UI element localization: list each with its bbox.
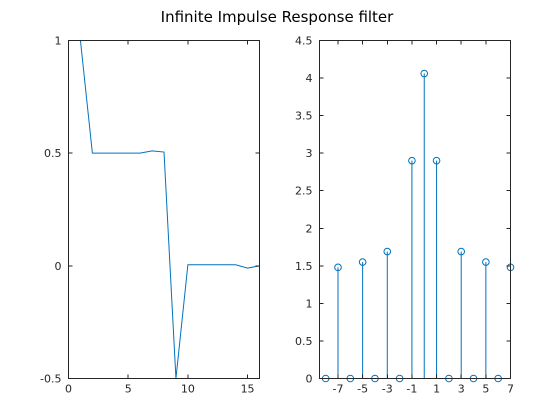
left-x-tick-label: 0 <box>65 383 72 396</box>
left-y-tick-label: 1 <box>55 35 62 48</box>
right-x-tick-label: -5 <box>357 383 368 396</box>
stem-marker <box>457 247 466 256</box>
stem-marker <box>432 156 441 165</box>
right-y-tick-label: 4.5 <box>295 35 313 48</box>
right-plot-ticks: -7 -5 -3 -1 1 3 5 7 0 0.5 1 1.5 2 2.5 3 3.5 4 4.5 <box>295 35 514 396</box>
right-y-tick-label: 4 <box>306 72 313 85</box>
left-plot-axes-box <box>68 40 260 379</box>
right-y-tick-label: 0.5 <box>295 335 313 348</box>
stem-marker <box>482 258 490 266</box>
right-x-tick-label: 7 <box>507 383 514 396</box>
right-y-tick-label: 3 <box>306 147 313 160</box>
stem-marker <box>334 263 342 272</box>
stem-marker <box>408 156 416 165</box>
series-line <box>79 40 260 379</box>
right-plot-axes-box <box>319 40 511 379</box>
right-y-tick-label: 1 <box>306 297 313 310</box>
right-stem-plot: -7 -5 -3 -1 1 3 5 7 0 0.5 1 1.5 2 2.5 3 3.5 4 4.5 <box>295 35 515 396</box>
right-x-tick-label: -7 <box>332 383 343 396</box>
right-x-tick-label: 5 <box>482 383 489 396</box>
right-y-tick-label: 3.5 <box>295 110 313 123</box>
left-plot-marks <box>79 40 260 379</box>
left-x-tick-label: 10 <box>181 383 195 396</box>
right-y-tick-label: 2.5 <box>295 185 313 198</box>
left-line-plot: 0 5 10 15 -0.5 0 0.5 1 <box>40 35 260 396</box>
left-y-tick-label: -0.5 <box>40 373 61 386</box>
right-x-tick-label: -1 <box>406 383 417 396</box>
left-y-tick-label: 0.5 <box>44 147 62 160</box>
right-x-tick-label: 3 <box>458 383 465 396</box>
left-x-tick-label: 15 <box>241 383 255 396</box>
left-x-tick-label: 5 <box>125 383 132 396</box>
stem-marker <box>420 69 429 78</box>
right-x-tick-label: 1 <box>433 383 440 396</box>
right-y-tick-label: 2 <box>306 222 313 235</box>
left-plot-ticks: 0 5 10 15 -0.5 0 0.5 1 <box>40 35 260 396</box>
right-y-tick-label: 0 <box>306 373 313 386</box>
stem-marker <box>383 247 392 256</box>
stem-marker <box>358 258 367 266</box>
left-y-tick-label: 0 <box>55 260 62 273</box>
right-x-tick-label: -3 <box>382 383 393 396</box>
right-y-tick-label: 1.5 <box>295 260 313 273</box>
figure-title: Infinite Impulse Response filter <box>161 8 395 26</box>
